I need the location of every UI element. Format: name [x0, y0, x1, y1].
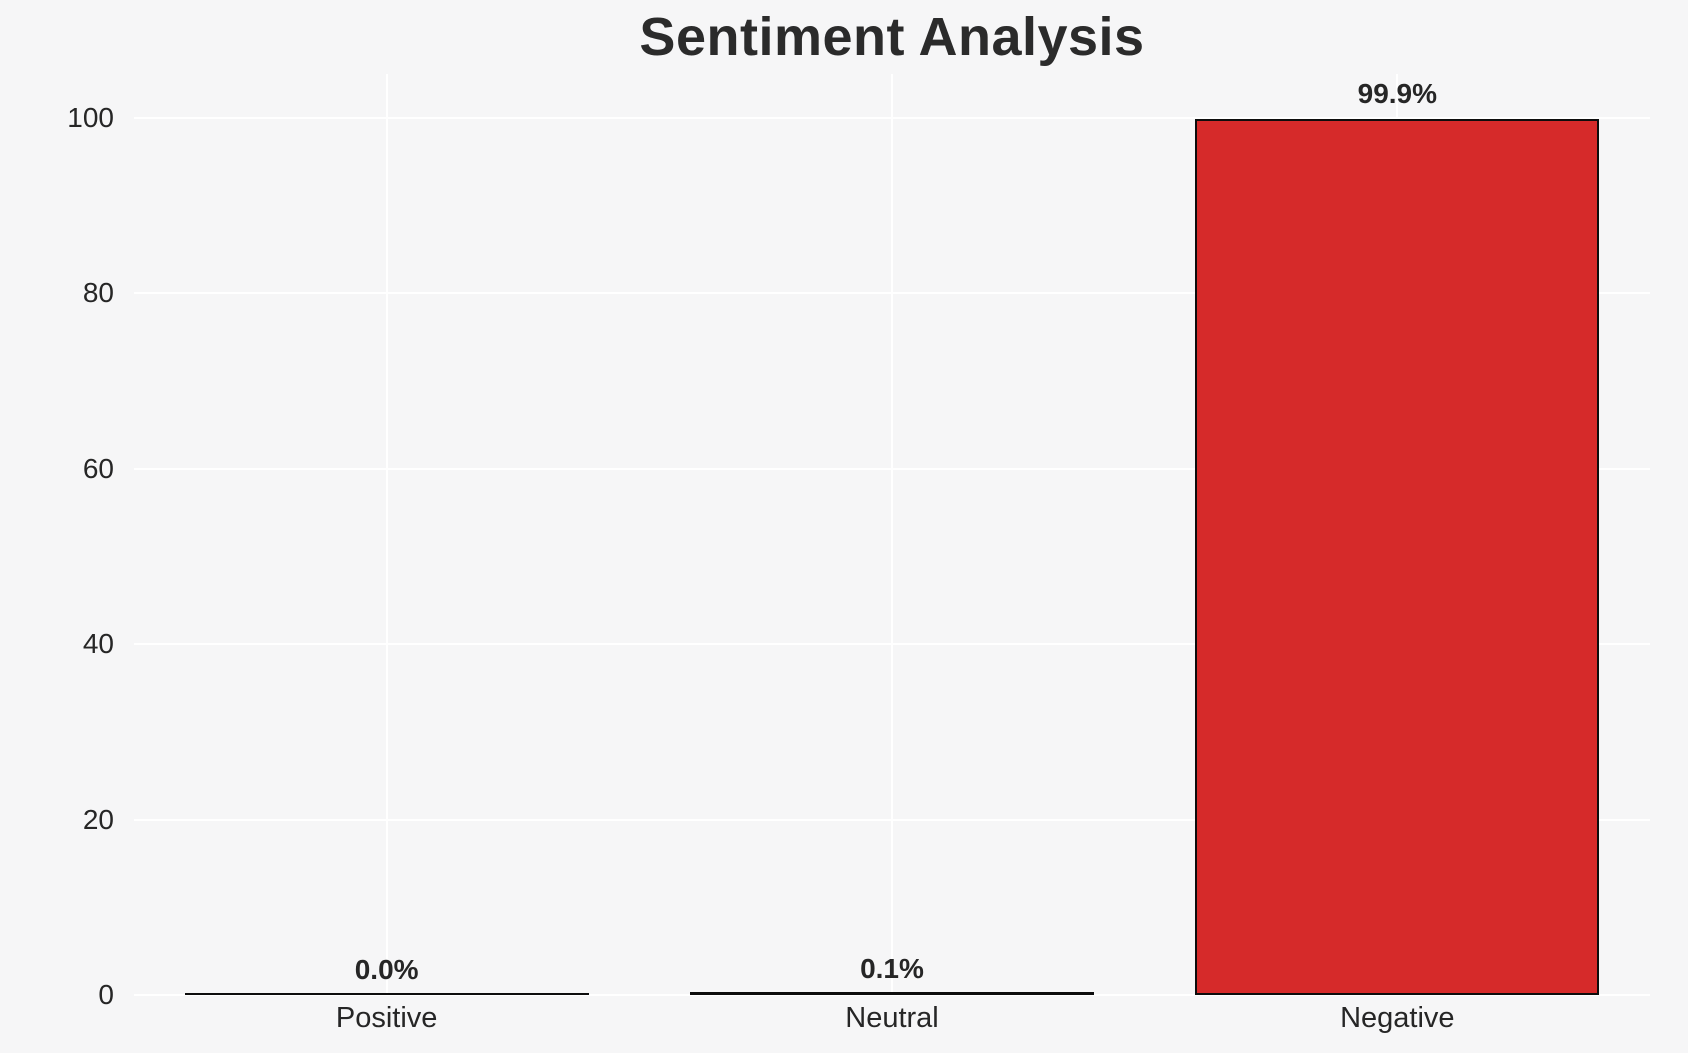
y-tick-label-0: 0 — [98, 979, 114, 1010]
y-tick-label-40: 40 — [82, 628, 114, 660]
bar-value-label-positive: 0.0% — [354, 954, 419, 985]
gridline-vertical-positive — [385, 74, 388, 995]
x-tick-label-negative: Negative — [1340, 1002, 1455, 1034]
bar-value-label-neutral: 0.1% — [860, 953, 924, 985]
y-tick-label-20: 20 — [82, 803, 114, 835]
x-tick-label-neutral: Neutral — [845, 1002, 939, 1034]
x-tick-label-positive: Positive — [335, 1002, 438, 1034]
y-tick-label-60: 60 — [82, 452, 114, 484]
y-tick-label-80: 80 — [82, 277, 114, 309]
chart-title: Sentiment Analysis — [639, 7, 1145, 67]
bar-negative — [1195, 118, 1600, 995]
bar-positive — [184, 992, 589, 995]
gridline-horizontal-0 — [134, 994, 1650, 996]
bar-neutral — [690, 991, 1094, 995]
plot-area — [134, 74, 1650, 996]
y-tick-label-100: 100 — [67, 102, 114, 133]
gridline-vertical-neutral — [891, 74, 893, 995]
bar-value-label-negative: 99.9% — [1357, 77, 1438, 109]
